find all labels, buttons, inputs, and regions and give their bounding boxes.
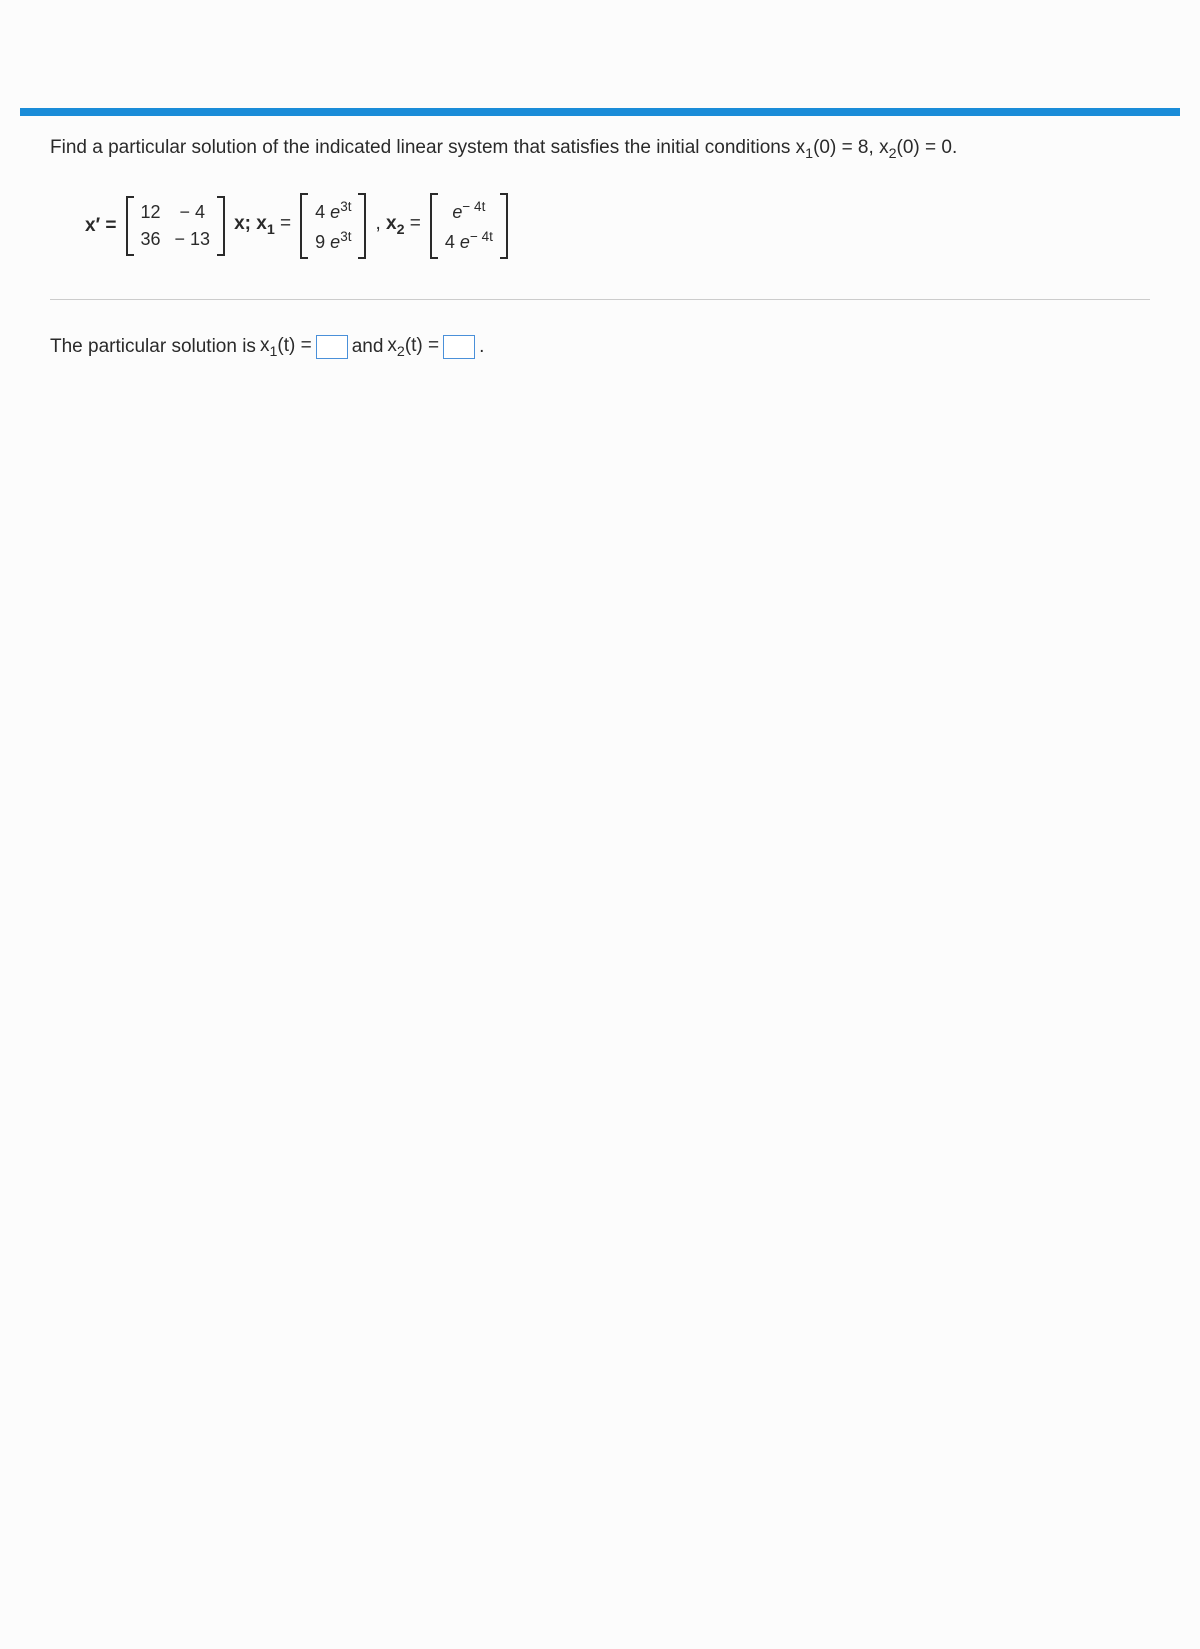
problem-statement: Find a particular solution of the indica… [50, 135, 1150, 165]
v2r2: 4 e− 4t [445, 229, 493, 253]
comma-sep: , x2 = [375, 213, 420, 238]
header-bar [20, 108, 1180, 116]
a11: 12 [141, 202, 161, 223]
answer-mid: and [352, 336, 384, 358]
answer-x1: x1(t) = [260, 335, 312, 360]
ic1-sub: 1 [805, 146, 813, 162]
ic2-sub: 2 [889, 146, 897, 162]
answer-period: . [479, 336, 484, 358]
content-area: Find a particular solution of the indica… [50, 135, 1150, 360]
answer-pre: The particular solution is [50, 336, 256, 358]
a12: − 4 [180, 202, 206, 223]
ic2-var: x [879, 137, 889, 158]
ic1-arg: (0) = 8 [813, 137, 868, 158]
vector-x1: 4 e3t 9 e3t [297, 193, 369, 259]
separator-line [50, 299, 1150, 300]
matrix-a: 12 − 4 36 − 13 [123, 196, 229, 256]
v2r1: e− 4t [452, 199, 485, 223]
x2-input[interactable] [443, 335, 475, 359]
bracket-right [359, 193, 369, 259]
bracket-left [297, 193, 307, 259]
x1-input[interactable] [316, 335, 348, 359]
after-a-text: x; x1 = [234, 213, 291, 238]
bracket-left [427, 193, 437, 259]
v1r1: 4 e3t [315, 199, 351, 223]
bracket-left [123, 196, 133, 256]
vector-x2: e− 4t 4 e− 4t [427, 193, 511, 259]
answer-line: The particular solution is x1(t) = and x… [50, 335, 1150, 360]
problem-intro: Find a particular solution of the indica… [50, 137, 796, 158]
answer-x2: x2(t) = [387, 335, 439, 360]
ic2-arg: (0) = 0. [897, 137, 958, 158]
a21: 36 [141, 229, 161, 250]
a22: − 13 [175, 229, 211, 250]
ic1-var: x [796, 137, 806, 158]
bracket-right [218, 196, 228, 256]
bracket-right [501, 193, 511, 259]
x-prime-label: x′ = [85, 215, 117, 237]
v1r2: 9 e3t [315, 229, 351, 253]
ic-sep: , [869, 137, 880, 158]
equation-row: x′ = 12 − 4 36 − 13 x; x1 = 4 e3t 9 e3t … [85, 193, 1150, 259]
